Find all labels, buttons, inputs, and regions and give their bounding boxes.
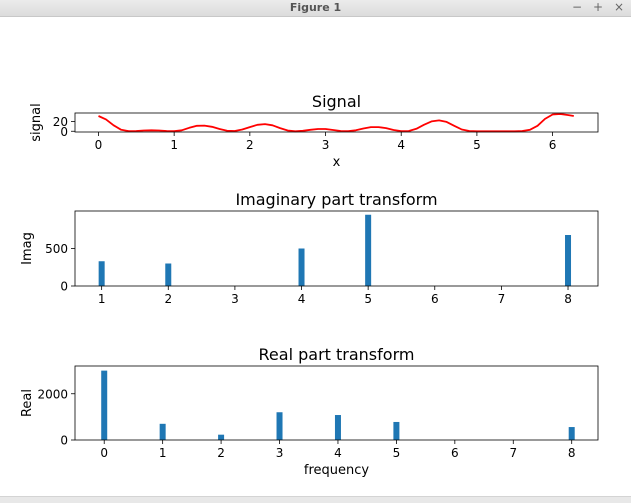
x-tick-label: 2: [246, 138, 254, 152]
y-axis-label: signal: [29, 103, 44, 141]
x-tick-label: 5: [393, 446, 401, 460]
x-tick-label: 1: [170, 138, 178, 152]
bar-8: [568, 427, 575, 440]
bar-1: [98, 261, 105, 286]
x-tick-label: 5: [473, 138, 481, 152]
window-title: Figure 1: [289, 1, 342, 14]
x-tick-label: 0: [95, 138, 103, 152]
x-tick-label: 4: [298, 292, 306, 306]
y-axis-label: Imag: [20, 232, 35, 265]
x-tick-label: 3: [276, 446, 284, 460]
y-tick-label: 0: [60, 125, 68, 139]
bar-4: [298, 248, 305, 286]
axes-frame: [74, 210, 599, 287]
y-tick-label: 0: [60, 280, 68, 294]
bar-5: [365, 214, 372, 286]
window-bottom-edge: [0, 496, 631, 503]
window-titlebar: Figure 1 − + ×: [0, 0, 631, 17]
x-tick-label: 4: [397, 138, 405, 152]
x-tick-label: 6: [431, 292, 439, 306]
bar-1: [159, 423, 166, 440]
axes-frame: [74, 365, 599, 441]
chart-title: Signal: [312, 92, 361, 111]
x-tick-label: 5: [364, 292, 372, 306]
signal-line: [98, 113, 574, 133]
x-tick-label: 3: [231, 292, 239, 306]
x-tick-label: 2: [217, 446, 225, 460]
x-tick-label: 4: [334, 446, 342, 460]
x-tick-label: 8: [564, 292, 572, 306]
minimize-button[interactable]: −: [571, 0, 583, 14]
x-tick-label: 7: [498, 292, 506, 306]
bar-4: [334, 415, 341, 440]
x-tick-label: 6: [549, 138, 557, 152]
maximize-button[interactable]: +: [592, 0, 604, 14]
bar-8: [565, 235, 572, 286]
chart-title: Imaginary part transform: [235, 190, 437, 209]
bar-2: [165, 263, 172, 286]
x-tick-label: 7: [509, 446, 517, 460]
bar-2: [218, 434, 225, 440]
y-tick-label: 500: [45, 242, 68, 256]
axes-frame: [74, 112, 599, 133]
bar-5: [393, 421, 400, 440]
x-tick-label: 6: [451, 446, 459, 460]
y-tick-label: 20: [53, 115, 68, 129]
bar-3: [276, 412, 283, 440]
y-tick-label: 2000: [37, 387, 68, 401]
x-tick-label: 3: [322, 138, 330, 152]
x-tick-label: 1: [98, 292, 106, 306]
x-tick-label: 1: [159, 446, 167, 460]
y-axis-label: Real: [20, 389, 35, 417]
y-tick-label: 0: [60, 434, 68, 448]
x-axis-label: frequency: [304, 463, 370, 478]
x-axis-label: x: [333, 155, 341, 170]
close-button[interactable]: ×: [613, 0, 625, 14]
chart-title: Real part transform: [259, 345, 415, 364]
x-tick-label: 2: [164, 292, 172, 306]
bar-0: [101, 370, 108, 440]
x-tick-label: 8: [568, 446, 576, 460]
x-tick-label: 0: [100, 446, 108, 460]
